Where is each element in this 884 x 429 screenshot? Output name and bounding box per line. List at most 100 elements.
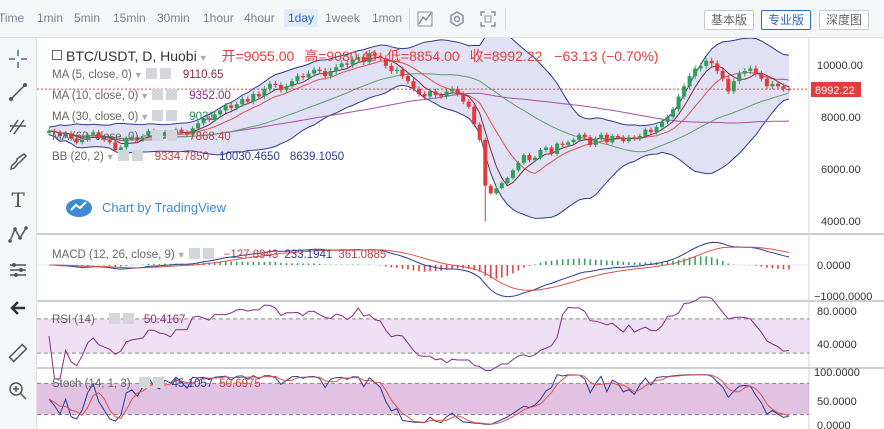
candle-body: [610, 136, 615, 143]
candle-body: [770, 83, 775, 87]
candle-body: [549, 147, 554, 154]
candle-body: [339, 63, 344, 68]
candle-body: [742, 71, 747, 74]
candle-body: [179, 129, 184, 133]
back-arrow-icon[interactable]: [6, 296, 30, 320]
brush-icon[interactable]: [6, 150, 30, 174]
candle-body: [124, 138, 129, 148]
timeframe-15min[interactable]: 15min: [113, 11, 146, 25]
rsi-label: RSI (14): [52, 314, 95, 326]
view-pro-button[interactable]: 专业版: [761, 10, 812, 30]
candle-body: [764, 78, 769, 87]
close-icon: [159, 68, 171, 79]
tradingview-watermark[interactable]: Chart by TradingView: [64, 196, 226, 218]
settings-icon: [108, 313, 120, 324]
candle-body: [256, 94, 261, 97]
collapse-icon[interactable]: [52, 50, 62, 60]
candle-body: [726, 78, 731, 92]
candle-body: [383, 58, 388, 66]
candle-body: [488, 185, 493, 194]
timeframe-1hour[interactable]: 1hour: [203, 11, 234, 25]
rsi-band: [37, 318, 809, 354]
stoch-legend[interactable]: Stoch (14, 1, 3) 45.1057 50.6975: [52, 377, 261, 390]
stoch-tick: 100.0000: [814, 367, 860, 379]
candle-body: [146, 130, 151, 136]
candle-body: [665, 116, 670, 122]
candle-body: [709, 60, 714, 64]
close-icon: [131, 150, 143, 161]
fullscreen-icon[interactable]: [478, 9, 498, 29]
close-icon: [152, 377, 164, 388]
timeframe-1day[interactable]: 1day: [284, 9, 319, 27]
candle-body: [660, 122, 664, 128]
low-value: 8854.00: [409, 48, 460, 64]
macd-legend[interactable]: MACD (12, 26, close, 9) ▼ −127.8943 233.194…: [52, 248, 386, 261]
candle-body: [632, 137, 637, 139]
candle-body: [671, 109, 675, 117]
chevron-down-icon: ▼: [133, 70, 143, 80]
candle-body: [472, 106, 477, 125]
candle-icon[interactable]: [415, 9, 435, 29]
macd-hist-value: −127.8943: [223, 249, 279, 261]
candle-body: [759, 73, 764, 79]
settings-icon: [145, 68, 157, 79]
candle-body: [140, 136, 145, 140]
timeframe-1mon[interactable]: 1mon: [372, 11, 403, 25]
ruler-icon[interactable]: [6, 341, 30, 365]
timeframe-30min[interactable]: 30min: [157, 11, 190, 25]
chevron-down-icon: ▼: [176, 250, 186, 260]
candle-body: [69, 133, 74, 139]
fib-icon[interactable]: [6, 114, 30, 138]
candle-body: [80, 139, 85, 143]
top-toolbar: Time 1min 5min 15min 30min 1hour 4hour 1…: [0, 0, 884, 38]
measure-icon[interactable]: [6, 258, 30, 282]
line-icon[interactable]: [6, 80, 30, 104]
pattern-icon[interactable]: [6, 223, 30, 247]
candle-body: [704, 60, 709, 66]
ma30-legend[interactable]: MA (30, close, 0) ▼ 9031.: [52, 110, 218, 123]
bollinger-fill: [49, 38, 789, 219]
chevron-down-icon[interactable]: ▼: [198, 53, 208, 63]
bb-legend[interactable]: BB (20, 2) ▼ 9334.7850 10030.4650 8639.1050: [52, 150, 344, 163]
view-basic-button[interactable]: 基本版: [704, 10, 755, 30]
candle-body: [687, 76, 692, 87]
text-icon[interactable]: T: [11, 188, 25, 212]
candle-body: [406, 76, 410, 82]
ma5-legend[interactable]: MA (5, close, 0) ▼ 9110.65: [52, 68, 224, 81]
trading-chart[interactable]: 10000.00 8000.00 6000.00 4000.00 8992.22…: [37, 38, 884, 429]
candle-body: [499, 183, 504, 189]
macd-label: MACD (12, 26, close, 9): [52, 249, 175, 261]
gear-icon[interactable]: [447, 9, 467, 29]
candle-body: [621, 137, 626, 142]
timeframe-4hour[interactable]: 4hour: [244, 11, 275, 25]
chevron-down-icon: ▼: [140, 132, 150, 142]
candle-body: [615, 136, 620, 138]
stoch-k-value: 45.1057: [171, 378, 214, 390]
candle-body: [533, 157, 537, 161]
candle-body: [720, 71, 725, 79]
ohlc-values: 开=9055.00 高=9080.46 低=8854.00 收=8992.22 …: [222, 48, 659, 64]
candle-body: [345, 63, 350, 65]
candle-body: [544, 147, 548, 150]
settings-icon: [138, 377, 150, 388]
candle-body: [510, 170, 515, 178]
ma30-label: MA (30, close, 0): [52, 111, 139, 123]
view-depth-button[interactable]: 深度图: [819, 10, 870, 30]
ma5-label: MA (5, close, 0): [52, 69, 132, 81]
macd-signal-line: [49, 246, 790, 291]
toolbar-divider: [505, 8, 506, 30]
symbol-title: BTC/USDT, D, Huobi: [66, 48, 197, 64]
candle-body: [317, 69, 322, 72]
zoom-icon[interactable]: [6, 379, 30, 403]
ma60-legend[interactable]: MA (60, close, 0) ▼ 7868.40: [52, 130, 231, 143]
crosshair-icon[interactable]: [6, 47, 30, 71]
rsi-legend[interactable]: RSI (14) 50.4167: [52, 313, 185, 326]
timeframe-1week[interactable]: 1week: [325, 11, 360, 25]
candle-body: [654, 127, 659, 133]
timeframe-1min[interactable]: 1min: [37, 11, 64, 25]
macd-value: 233.1941: [284, 249, 333, 261]
ma10-legend[interactable]: MA (10, close, 0) ▼ 9352.00: [52, 89, 231, 102]
timeframe-5min[interactable]: 5min: [74, 11, 101, 25]
candle-body: [643, 129, 648, 136]
timeframe-time[interactable]: Time: [0, 11, 25, 25]
